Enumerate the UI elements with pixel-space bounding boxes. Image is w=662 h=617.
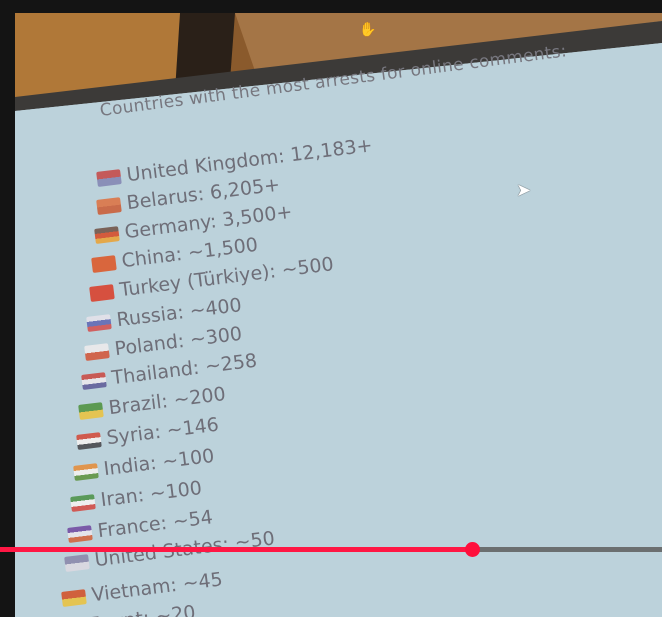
brazil-flag-icon — [78, 401, 104, 420]
grab-hand-icon: ✋ — [359, 22, 377, 38]
syria-flag-icon — [76, 431, 102, 450]
india-flag-icon — [73, 462, 99, 481]
usa-flag-icon — [64, 553, 90, 572]
france-flag-icon — [67, 524, 93, 543]
arrow-pointer-icon: ➤ — [516, 180, 532, 201]
seek-bar[interactable] — [0, 542, 662, 557]
seek-bar-played — [0, 547, 472, 552]
germany-flag-icon — [94, 225, 120, 244]
china-flag-icon — [91, 254, 117, 273]
russia-flag-icon — [86, 313, 112, 332]
uk-flag-icon — [96, 168, 122, 187]
belarus-flag-icon — [96, 196, 122, 215]
iran-flag-icon — [70, 493, 96, 512]
video-background — [15, 13, 662, 617]
seek-knob[interactable] — [465, 542, 480, 557]
thailand-flag-icon — [81, 371, 107, 390]
vietnam-flag-icon — [61, 588, 87, 607]
poland-flag-icon — [84, 342, 110, 361]
turkey-flag-icon — [89, 283, 115, 302]
video-frame[interactable]: Countries with the most arrests for onli… — [15, 13, 662, 617]
top-bar — [0, 0, 662, 13]
